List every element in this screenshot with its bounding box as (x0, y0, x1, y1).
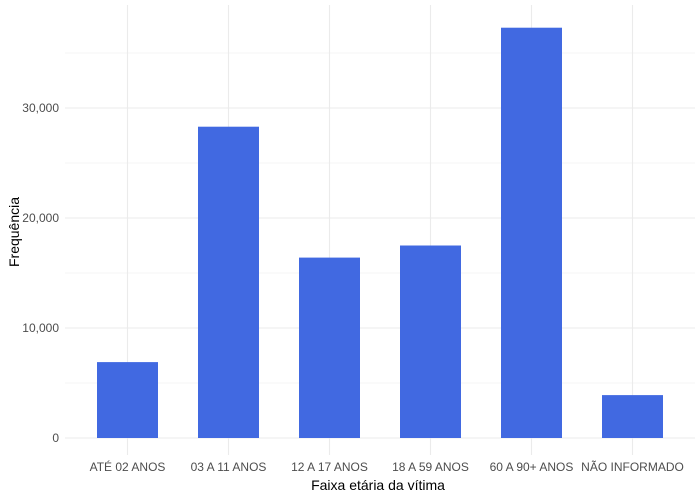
x-tick-label: NÃO INFORMADO (581, 460, 684, 474)
y-tick-label: 10,000 (22, 321, 59, 335)
bar (602, 395, 663, 438)
bar (501, 27, 562, 438)
x-tick-label: 18 A 59 ANOS (392, 460, 469, 474)
bar (198, 126, 259, 438)
y-tick-label: 20,000 (22, 211, 59, 225)
bar (400, 245, 461, 438)
bar (97, 362, 158, 438)
y-tick-label: 30,000 (22, 101, 59, 115)
x-axis-title: Faixa etária da vítima (311, 477, 445, 493)
x-tick-label: 60 A 90+ ANOS (490, 460, 574, 474)
bar (299, 257, 360, 438)
grid-lines (65, 5, 695, 455)
x-tick-label: ATÉ 02 ANOS (90, 459, 166, 474)
y-tick-labels: 0 10,000 20,000 30,000 (22, 101, 59, 445)
y-axis-title: Frequência (6, 197, 22, 267)
x-tick-label: 03 A 11 ANOS (191, 460, 267, 474)
x-tick-labels: ATÉ 02 ANOS 03 A 11 ANOS 12 A 17 ANOS 18 A … (90, 459, 684, 474)
x-tick-label: 12 A 17 ANOS (291, 460, 368, 474)
y-tick-label: 0 (52, 431, 59, 445)
bars (97, 27, 663, 438)
